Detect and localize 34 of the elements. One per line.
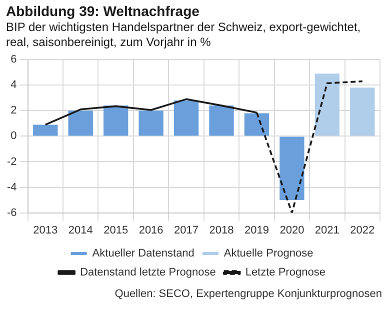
y-tick-label: -6 bbox=[7, 206, 17, 219]
legend-label: Aktueller Datenstand bbox=[92, 248, 194, 260]
x-tick-label: 2019 bbox=[244, 224, 269, 236]
bar bbox=[68, 110, 93, 136]
x-tick-label: 2022 bbox=[350, 224, 375, 236]
bar bbox=[209, 106, 234, 136]
legend-label: Aktuelle Prognose bbox=[224, 248, 314, 260]
y-tick-label: 6 bbox=[10, 54, 17, 66]
y-tick-label: -2 bbox=[7, 156, 17, 168]
x-tick-label: 2015 bbox=[104, 224, 128, 236]
x-tick-label: 2017 bbox=[174, 224, 199, 236]
x-tick-label: 2016 bbox=[138, 224, 164, 236]
bar bbox=[280, 136, 304, 200]
bar bbox=[33, 124, 58, 136]
bar bbox=[314, 74, 340, 136]
x-tick-label: 2018 bbox=[209, 224, 234, 236]
y-tick-label: 2 bbox=[10, 104, 17, 117]
x-tick-label: 2021 bbox=[314, 224, 340, 236]
chart-title: Abbildung 39: Weltnachfrage bbox=[5, 2, 200, 19]
chart-subtitle: BIP der wichtigsten Handelspartner der Schweiz, export-gewichtet, real, saisonbereinigt, zum Vorjahr in % bbox=[5, 19, 362, 50]
legend-label: Datenstand letzte Prognose bbox=[80, 266, 216, 279]
bar bbox=[104, 106, 128, 136]
source-note: Quellen: SECO, Expertengruppe Konjunkturprognosen bbox=[114, 288, 383, 300]
x-tick-label: 2020 bbox=[280, 224, 304, 236]
bar bbox=[138, 110, 164, 136]
x-tick-label: 2014 bbox=[68, 224, 93, 236]
bar bbox=[350, 88, 375, 136]
legend-label: Letzte Prognose bbox=[245, 266, 326, 279]
y-tick-label: -4 bbox=[7, 181, 17, 194]
bar bbox=[244, 113, 270, 136]
y-tick-label: 0 bbox=[10, 130, 17, 142]
bar bbox=[174, 100, 199, 136]
y-tick-label: 4 bbox=[10, 79, 17, 92]
x-tick-label: 2013 bbox=[33, 224, 58, 236]
